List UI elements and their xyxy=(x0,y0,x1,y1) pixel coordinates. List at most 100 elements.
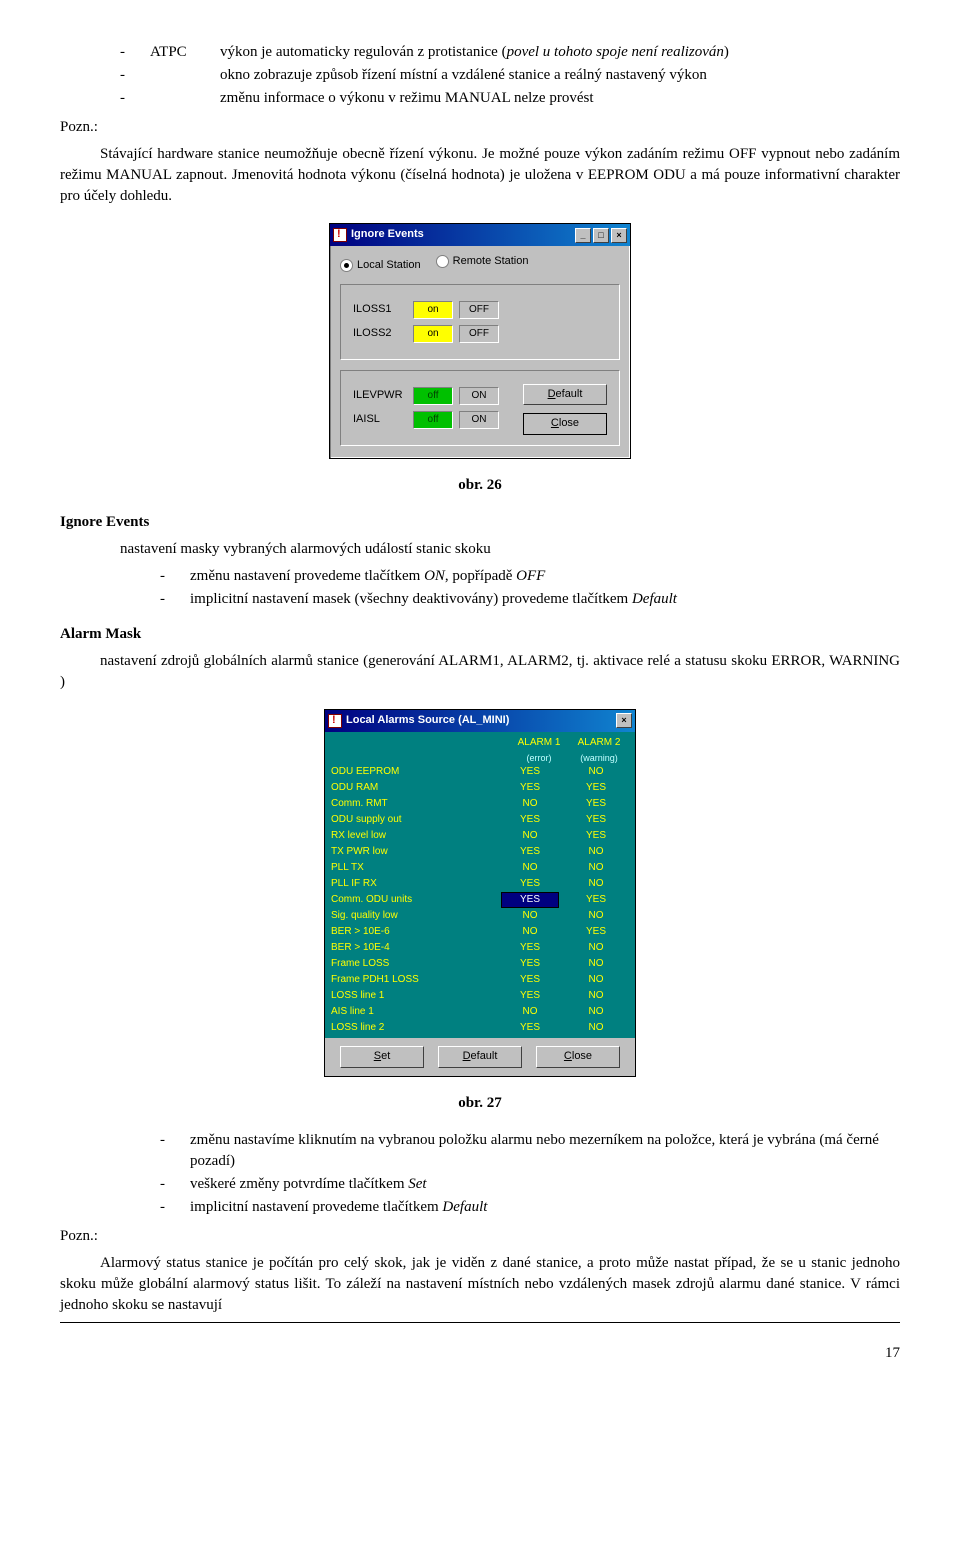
radio-local[interactable]: Local Station xyxy=(340,258,421,273)
close-button[interactable]: Close xyxy=(536,1046,620,1067)
close-icon[interactable]: × xyxy=(611,228,627,243)
titlebar[interactable]: Local Alarms Source (AL_MINI) × xyxy=(325,710,635,732)
warning-icon xyxy=(333,228,347,242)
alarm1-cell[interactable]: NO xyxy=(501,796,559,812)
warning-icon xyxy=(328,714,342,728)
alarm-row[interactable]: ODU EEPROMYESNO xyxy=(331,764,629,780)
radio-remote[interactable]: Remote Station xyxy=(436,254,529,269)
alarm2-cell[interactable]: NO xyxy=(567,940,625,956)
alarm-row[interactable]: LOSS line 2YESNO xyxy=(331,1020,629,1036)
alarm1-cell[interactable]: YES xyxy=(501,972,559,988)
alarm-name: Comm. RMT xyxy=(331,797,497,811)
off-chip[interactable]: ON xyxy=(459,411,499,429)
on-chip[interactable]: on xyxy=(413,325,453,343)
set-button[interactable]: Set xyxy=(340,1046,424,1067)
ignore-bullet: -změnu nastavení provedeme tlačítkem ON,… xyxy=(160,566,900,587)
alarm-row[interactable]: BER > 10E-4 YES NO xyxy=(331,940,629,956)
alarm-row[interactable]: RX level low NO YES xyxy=(331,828,629,844)
alarm-row[interactable]: Frame LOSS YES NO xyxy=(331,956,629,972)
alarm2-cell[interactable]: NO xyxy=(567,988,625,1004)
alarm-row[interactable]: Comm. ODU unitsYESYES xyxy=(331,892,629,908)
on-chip[interactable]: off xyxy=(413,411,453,429)
top-bullet: -změnu informace o výkonu v režimu MANUA… xyxy=(120,88,900,109)
alarm2-cell[interactable]: NO xyxy=(567,1020,625,1036)
alarm1-cell[interactable]: YES xyxy=(501,812,559,828)
alarm2-cell[interactable]: YES xyxy=(567,924,625,940)
alarm1-cell[interactable]: YES xyxy=(501,940,559,956)
mask-row: ILOSS2onOFF xyxy=(353,325,607,343)
alarm-name: Sig. quality low xyxy=(331,909,497,923)
alarm-row[interactable]: ODU RAMYESYES xyxy=(331,780,629,796)
pozn-label: Pozn.: xyxy=(60,117,900,138)
alarm-row[interactable]: BER > 10E-6 NO YES xyxy=(331,924,629,940)
alarm-row[interactable]: ODU supply out YES YES xyxy=(331,812,629,828)
alarm2-cell[interactable]: NO xyxy=(567,972,625,988)
off-chip[interactable]: OFF xyxy=(459,301,499,319)
col-alarm2-sub: (warning) xyxy=(569,752,629,765)
alarm1-cell[interactable]: NO xyxy=(501,1004,559,1020)
bottom-bullet: -veškeré změny potvrdíme tlačítkem Set xyxy=(160,1174,900,1195)
alarm-row[interactable]: PLL IF RX YES NO xyxy=(331,876,629,892)
alarm2-cell[interactable]: YES xyxy=(567,892,625,908)
alarm-name: BER > 10E-6 xyxy=(331,925,497,939)
default-button[interactable]: Default xyxy=(438,1046,522,1067)
alarm-name: PLL IF RX xyxy=(331,877,497,891)
alarm1-cell[interactable]: YES xyxy=(501,844,559,860)
alarm1-cell[interactable]: NO xyxy=(501,860,559,876)
close-button[interactable]: Close xyxy=(523,413,607,434)
alarm1-cell[interactable]: NO xyxy=(501,924,559,940)
alarm1-cell[interactable]: YES xyxy=(501,892,559,908)
col-alarm1-sub: (error) xyxy=(509,752,569,765)
close-icon[interactable]: × xyxy=(616,713,632,728)
alarm1-cell[interactable]: NO xyxy=(501,908,559,924)
alarm-row[interactable]: Sig. quality low NO NO xyxy=(331,908,629,924)
alarm2-cell[interactable]: NO xyxy=(567,844,625,860)
alarm-row[interactable]: TX PWR lowYESNO xyxy=(331,844,629,860)
alarm2-cell[interactable]: YES xyxy=(567,812,625,828)
ignore-events-text: nastavení masky vybraných alarmových udá… xyxy=(120,539,900,560)
alarm2-cell[interactable]: NO xyxy=(567,764,625,780)
top-bullet: -okno zobrazuje způsob řízení místní a v… xyxy=(120,65,900,86)
alarm2-cell[interactable]: YES xyxy=(567,828,625,844)
maximize-icon[interactable]: □ xyxy=(593,228,609,243)
alarm-row[interactable]: Comm. RMT NO YES xyxy=(331,796,629,812)
alarm1-cell[interactable]: YES xyxy=(501,780,559,796)
alarm1-cell[interactable]: YES xyxy=(501,956,559,972)
on-chip[interactable]: off xyxy=(413,387,453,405)
alarm1-cell[interactable]: YES xyxy=(501,876,559,892)
alarm1-cell[interactable]: YES xyxy=(501,1020,559,1036)
alarm-row[interactable]: Frame PDH1 LOSS YES NO xyxy=(331,972,629,988)
bottom-bullet: -změnu nastavíme kliknutím na vybranou p… xyxy=(160,1130,900,1172)
alarm2-cell[interactable]: YES xyxy=(567,780,625,796)
alarm2-cell[interactable]: YES xyxy=(567,796,625,812)
alarm2-cell[interactable]: NO xyxy=(567,908,625,924)
alarm1-cell[interactable]: YES xyxy=(501,988,559,1004)
alarm-name: LOSS line 1 xyxy=(331,989,497,1003)
off-chip[interactable]: OFF xyxy=(459,325,499,343)
alarm-row[interactable]: AIS line 1NONO xyxy=(331,1004,629,1020)
on-chip[interactable]: on xyxy=(413,301,453,319)
radio-remote-label: Remote Station xyxy=(453,254,529,269)
titlebar[interactable]: Ignore Events _ □ × xyxy=(330,224,630,246)
alarm2-cell[interactable]: NO xyxy=(567,876,625,892)
off-chip[interactable]: ON xyxy=(459,387,499,405)
alarm-row[interactable]: LOSS line 1 YES NO xyxy=(331,988,629,1004)
minimize-icon[interactable]: _ xyxy=(575,228,591,243)
col-alarm2: ALARM 2 xyxy=(569,736,629,750)
pozn-label-2: Pozn.: xyxy=(60,1226,900,1247)
alarm2-cell[interactable]: NO xyxy=(567,956,625,972)
default-button[interactable]: Default xyxy=(523,384,607,405)
alarm2-cell[interactable]: NO xyxy=(567,860,625,876)
ignore-events-heading: Ignore Events xyxy=(60,512,900,533)
alarm2-cell[interactable]: NO xyxy=(567,1004,625,1020)
alarm-name: ODU supply out xyxy=(331,813,497,827)
alarm1-cell[interactable]: YES xyxy=(501,764,559,780)
alarm1-cell[interactable]: NO xyxy=(501,828,559,844)
alarm-row[interactable]: PLL TXNONO xyxy=(331,860,629,876)
alarm-name: RX level low xyxy=(331,829,497,843)
mask-label: IAISL xyxy=(353,412,413,427)
alarm-name: Frame PDH1 LOSS xyxy=(331,973,497,987)
alarm-name: Frame LOSS xyxy=(331,957,497,971)
mask-row: ILEVPWRoffON xyxy=(353,387,523,405)
alarm-name: BER > 10E-4 xyxy=(331,941,497,955)
